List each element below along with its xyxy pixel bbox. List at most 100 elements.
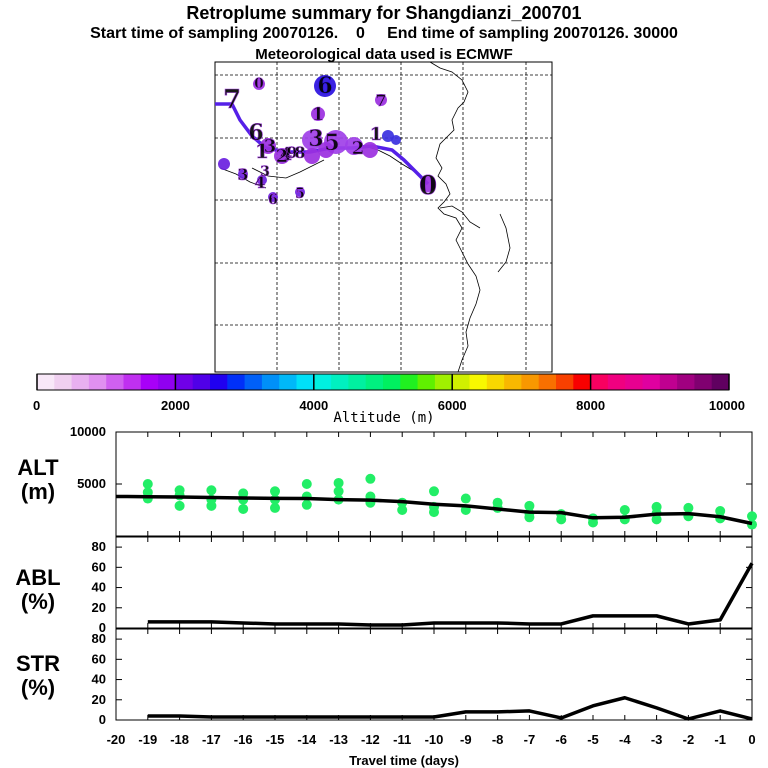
colorbar-swatch — [677, 374, 695, 390]
cluster-label: 0 — [254, 76, 264, 92]
x-tick-label: -9 — [460, 732, 472, 747]
y-tick-label: 40 — [92, 672, 106, 687]
y-tick-label: 5000 — [77, 476, 106, 491]
colorbar-swatch — [452, 374, 470, 390]
colorbar-swatch — [417, 374, 436, 390]
colorbar-swatch — [261, 374, 280, 390]
alt-point — [651, 514, 662, 525]
cluster-label: 6 — [317, 73, 332, 99]
cluster-circle — [304, 148, 320, 164]
x-tick-label: -6 — [555, 732, 567, 747]
cluster-label: 7 — [375, 91, 386, 110]
str-line — [147, 696, 753, 721]
alt-point — [397, 505, 408, 515]
cluster-circle — [362, 142, 378, 158]
colorbar-swatch — [504, 374, 522, 390]
alt-point — [301, 479, 312, 489]
cluster-circle — [257, 175, 267, 185]
cluster-label: 7 — [223, 85, 241, 115]
colorbar-swatch — [88, 374, 107, 390]
cluster-circle — [314, 75, 336, 97]
colorbar-swatch — [659, 374, 678, 390]
cluster-label: 3 — [260, 164, 270, 180]
alt-point — [429, 507, 439, 518]
panel-label: ABL — [15, 565, 60, 590]
colorbar-label: Altitude (m) — [333, 410, 434, 426]
sampling-period: Start time of sampling 20070126. 0 End t… — [90, 25, 678, 42]
colorbar-swatch — [244, 374, 263, 390]
panel-label: STR — [16, 651, 60, 676]
x-tick-label: -2 — [683, 732, 695, 747]
colorbar-swatch — [37, 374, 55, 390]
colorbar-swatch — [590, 374, 609, 390]
y-tick-label: 40 — [92, 580, 106, 595]
colorbar-swatch — [210, 374, 228, 390]
cluster-circle — [345, 137, 363, 155]
cluster-circle — [260, 138, 276, 154]
panel-label: (%) — [21, 675, 55, 700]
colorbar-tick-label: 2000 — [161, 398, 190, 413]
cluster-label: 4 — [280, 144, 293, 165]
x-tick-label: -20 — [107, 732, 126, 747]
cluster-label: 2 — [352, 138, 365, 159]
cluster-circle — [382, 130, 394, 142]
alt-point — [333, 486, 344, 497]
alt-point — [142, 479, 153, 489]
colorbar-tick-label: 6000 — [438, 398, 467, 413]
alt-point — [715, 506, 726, 517]
x-tick-label: -16 — [234, 732, 253, 747]
x-tick-label: -15 — [266, 732, 285, 747]
colorbar-swatch — [331, 374, 349, 390]
x-tick-label: -8 — [492, 732, 504, 747]
colorbar-swatch — [694, 374, 713, 390]
colorbar-swatch — [625, 374, 643, 390]
cluster-circle — [253, 78, 265, 90]
alt-point — [619, 505, 630, 515]
cluster-circles — [218, 75, 436, 202]
cluster-label: 1 — [255, 139, 269, 163]
y-tick-label: 60 — [92, 651, 106, 666]
cluster-label: 5 — [324, 130, 339, 156]
alt-point — [365, 473, 376, 484]
cluster-label: 1 — [370, 124, 383, 145]
colorbar-tick-label: 8000 — [576, 398, 605, 413]
x-tick-label: -4 — [619, 732, 631, 747]
y-tick-label: 20 — [92, 600, 106, 615]
alt-point — [238, 503, 249, 514]
cluster-label: 6 — [248, 120, 263, 146]
panel-label: ALT — [17, 455, 59, 480]
colorbar-swatch — [383, 374, 401, 390]
x-axis-label: Travel time (days) — [349, 753, 459, 768]
cluster-circle — [302, 130, 322, 150]
colorbar-swatch — [573, 374, 592, 390]
colorbar-swatch — [521, 374, 540, 390]
y-tick-label: 60 — [92, 559, 106, 574]
colorbar-swatch — [469, 374, 488, 390]
alt-point — [270, 502, 280, 513]
x-tick-label: -19 — [138, 732, 157, 747]
x-tick-label: -3 — [651, 732, 663, 747]
colorbar-swatch — [348, 374, 367, 390]
colorbar-swatch — [158, 374, 176, 390]
panel-label: (%) — [21, 589, 55, 614]
alt-mean-line — [115, 494, 753, 526]
colorbar-swatch — [711, 374, 730, 390]
colorbar-swatch — [140, 374, 159, 390]
colorbar-swatch — [434, 374, 453, 390]
alt-point — [588, 517, 598, 528]
x-tick-label: -11 — [393, 732, 411, 747]
cluster-circle — [311, 107, 325, 121]
alt-point — [683, 502, 694, 513]
colorbar-swatch — [313, 374, 332, 390]
y-tick-label: 20 — [92, 692, 106, 707]
x-tick-label: -14 — [297, 732, 317, 747]
alt-point — [747, 511, 757, 522]
alt-point — [429, 486, 439, 497]
cluster-circle — [274, 148, 290, 164]
colorbar-swatch — [106, 374, 124, 390]
met-data-source: Meteorological data used is ECMWF — [255, 46, 513, 63]
panel-alt: 5000 10000 ALT(m) — [17, 424, 757, 537]
chart-title: Retroplume summary for Shangdianzi_20070… — [186, 3, 582, 23]
